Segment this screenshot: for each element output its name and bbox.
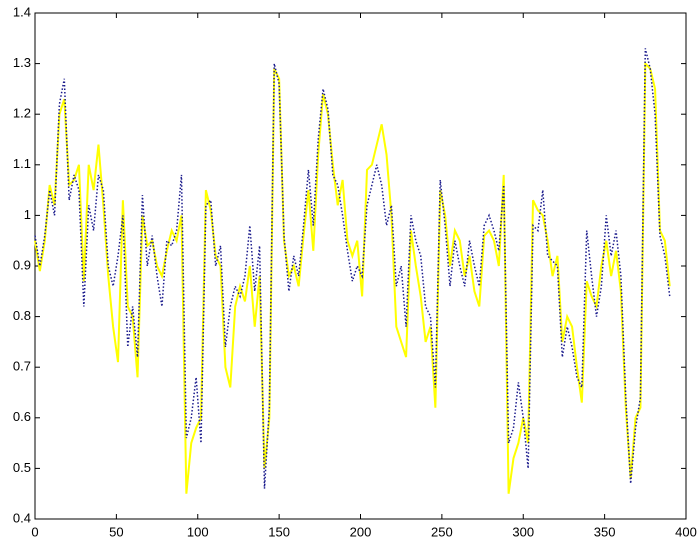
line [34,61,671,494]
x-tick-label: 150 [268,524,290,539]
y-tick-label: 0.7 [13,359,31,374]
x-tick-label: 50 [109,524,123,539]
y-tick-label: 0.4 [13,510,31,525]
y-tick-label: 1.4 [13,4,31,19]
line [34,48,671,489]
y-tick-label: 0.9 [13,257,31,272]
y-tick-label: 1.2 [13,106,31,121]
y-tick-label: 0.6 [13,409,31,424]
x-tick-label: 400 [675,524,697,539]
x-tick-label: 350 [594,524,616,539]
y-tick-label: 1.1 [13,156,31,171]
y-tick-label: 1.3 [13,55,31,70]
plot-area [34,12,687,520]
x-tick-label: 100 [187,524,209,539]
x-tick-label: 300 [512,524,534,539]
x-tick-label: 200 [350,524,372,539]
x-tick-label: 0 [31,524,38,539]
y-tick-label: 0.8 [13,308,31,323]
y-tick-label: 1 [24,207,31,222]
y-tick-label: 0.5 [13,460,31,475]
x-tick-label: 250 [431,524,453,539]
